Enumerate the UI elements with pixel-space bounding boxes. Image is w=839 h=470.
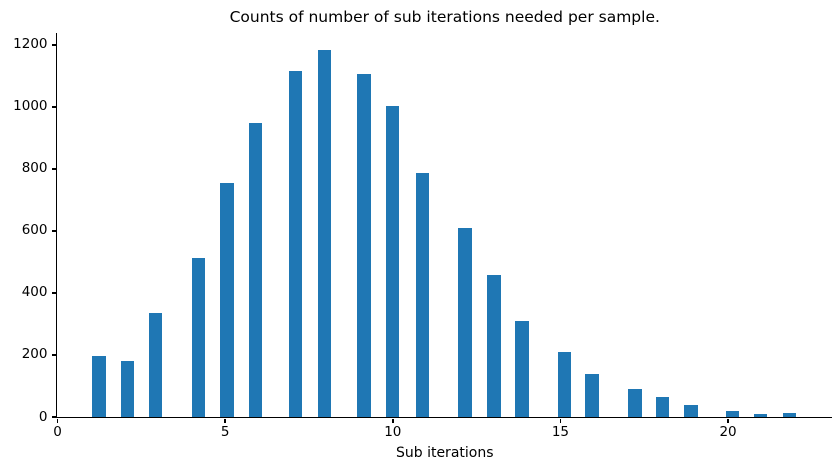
x-tick-label: 0	[53, 424, 62, 440]
bar-x16	[585, 373, 599, 417]
bar-x8	[317, 49, 332, 417]
bar-x7	[288, 70, 303, 417]
y-tick-label: 1000	[13, 98, 48, 115]
x-tick-label: 20	[719, 424, 737, 440]
bar-x11	[415, 172, 430, 417]
x-tick-mark	[224, 418, 226, 423]
x-tick-mark	[56, 418, 59, 423]
bar-x12	[458, 228, 472, 417]
x-tick-mark	[559, 418, 562, 423]
y-tick-label: 200	[21, 346, 48, 363]
chart-title: Counts of number of sub iterations neede…	[229, 8, 660, 26]
bar-x9	[357, 74, 371, 417]
bar-x22	[782, 413, 797, 417]
y-tick-mark	[51, 44, 56, 46]
y-tick-mark	[51, 354, 56, 356]
y-tick-label: 0	[38, 408, 48, 425]
y-tick-label: 400	[21, 284, 48, 301]
y-tick-mark	[51, 416, 56, 418]
x-tick-mark	[727, 418, 729, 423]
y-tick-mark	[51, 106, 56, 108]
x-tick-label: 10	[384, 424, 402, 440]
x-tick-mark	[392, 418, 394, 423]
bar-x4	[191, 258, 205, 417]
y-tick-label: 600	[21, 222, 48, 239]
bar-x1	[92, 355, 106, 417]
y-tick-mark	[51, 168, 56, 170]
bar-x19	[684, 404, 698, 417]
bar-x14	[515, 321, 529, 417]
bar-x5	[220, 182, 234, 417]
x-axis-label: Sub iterations	[395, 445, 494, 461]
bar-x2	[120, 361, 135, 417]
bar-x20	[726, 411, 740, 417]
bar-x3	[149, 312, 163, 417]
bar-x17	[628, 389, 642, 417]
y-tick-label: 800	[21, 160, 48, 177]
x-tick-label: 5	[220, 424, 230, 440]
bar-x21	[753, 413, 768, 417]
x-tick-label: 15	[551, 424, 570, 440]
bar-x6	[248, 122, 262, 417]
bar-x10	[386, 105, 400, 417]
bar-x15	[557, 352, 572, 417]
y-tick-mark	[51, 230, 56, 232]
bar-x13	[487, 275, 501, 417]
bar-x18	[655, 396, 670, 417]
y-tick-mark	[51, 292, 56, 294]
y-tick-label: 1200	[13, 36, 48, 53]
plot-area	[56, 32, 832, 418]
